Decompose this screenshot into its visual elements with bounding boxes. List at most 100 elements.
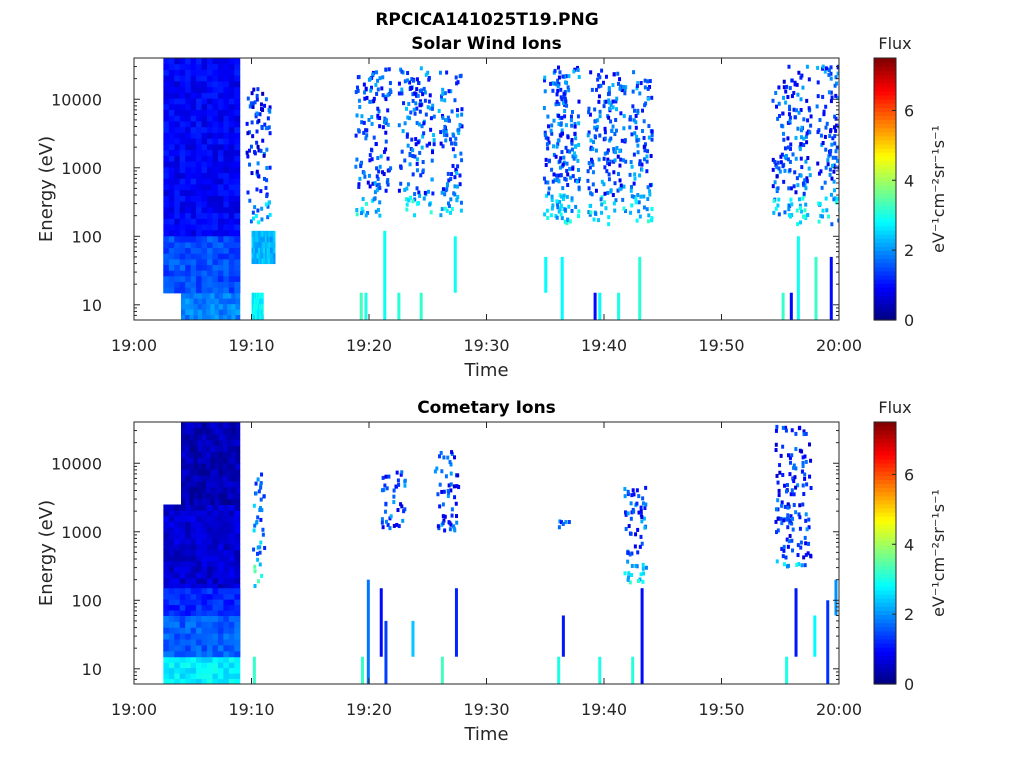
flux-cell — [196, 80, 203, 88]
flux-cell — [642, 119, 646, 124]
flux-cell — [643, 103, 647, 108]
flux-cell — [794, 135, 798, 140]
flux-cell — [223, 166, 230, 174]
flux-cell — [222, 314, 228, 320]
flux-streak — [366, 579, 370, 684]
flux-cell — [190, 58, 197, 65]
flux-cell — [181, 439, 186, 447]
flux-cell — [212, 615, 219, 622]
flux-cell — [168, 515, 175, 522]
flux-cell — [359, 164, 363, 169]
flux-cell — [261, 258, 264, 265]
flux-cell — [201, 132, 208, 139]
flux-cell — [616, 81, 620, 86]
flux-cell — [196, 662, 203, 669]
flux-cell — [807, 166, 811, 171]
flux-cell — [163, 229, 170, 236]
flux-cell — [163, 155, 170, 162]
flux-cell — [212, 599, 219, 606]
flux-cell — [207, 678, 213, 684]
flux-cell — [174, 604, 181, 611]
flux-cell — [273, 252, 276, 259]
flux-cell — [795, 108, 799, 113]
colorbar-label: eV⁻¹cm⁻²sr⁻¹s⁻¹ — [929, 489, 948, 617]
flux-cell — [207, 132, 213, 139]
flux-cell — [271, 252, 274, 259]
flux-cell — [546, 215, 550, 220]
flux-cell — [256, 477, 260, 482]
flux-cell — [254, 298, 257, 305]
flux-cell — [217, 673, 224, 680]
flux-cell — [163, 109, 170, 116]
flux-cell — [376, 78, 380, 83]
flux-cell — [235, 486, 241, 494]
flux-cell — [222, 422, 228, 429]
flux-cell — [189, 492, 195, 500]
flux-cell — [227, 292, 232, 299]
flux-cell — [377, 169, 381, 174]
flux-cell — [603, 136, 607, 141]
flux-cell — [630, 132, 634, 137]
flux-cell — [223, 115, 230, 122]
flux-cell — [836, 95, 839, 100]
flux-cell — [185, 275, 192, 282]
flux-cell — [443, 118, 447, 123]
flux-cell — [193, 469, 199, 476]
flux-cell — [826, 158, 830, 163]
flux-cell — [190, 103, 197, 111]
x-tick-label: 20:00 — [816, 700, 862, 719]
flux-cell — [210, 451, 216, 458]
flux-cell — [228, 667, 235, 674]
flux-cell — [231, 427, 237, 435]
flux-cell — [785, 489, 789, 494]
flux-cell — [778, 463, 782, 468]
flux-cell — [593, 211, 597, 216]
flux-cell — [190, 143, 197, 151]
flux-cell — [185, 599, 192, 606]
flux-cell — [408, 151, 412, 156]
flux-cell — [445, 133, 449, 138]
flux-cell — [168, 132, 175, 139]
flux-cell — [212, 650, 219, 658]
flux-cell — [234, 593, 241, 600]
flux-cell — [190, 92, 197, 99]
flux-cell — [201, 588, 208, 595]
flux-cell — [231, 445, 237, 452]
flux-cell — [234, 281, 241, 288]
flux-cell — [795, 176, 799, 181]
x-axis: 19:00 19:10 19:20 19:30 19:40 19:50 20:00 — [111, 422, 862, 719]
flux-cell — [193, 451, 199, 458]
flux-cell — [222, 439, 228, 447]
flux-cell — [253, 150, 257, 155]
flux-cell — [185, 69, 192, 76]
flux-cell — [201, 593, 208, 600]
flux-cell — [460, 124, 464, 129]
flux-cell — [381, 125, 385, 130]
flux-cell — [207, 504, 213, 511]
flux-cell — [406, 182, 410, 187]
flux-cell — [546, 136, 550, 141]
flux-cell — [212, 515, 219, 522]
flux-cell — [834, 116, 838, 121]
flux-cell — [212, 281, 219, 288]
flux-cell — [385, 486, 389, 491]
flux-cell — [214, 427, 220, 435]
flux-cell — [234, 510, 241, 517]
flux-cell — [550, 194, 554, 199]
flux-cell — [795, 208, 799, 213]
flux-cell — [256, 314, 258, 320]
flux-cell — [163, 212, 170, 219]
flux-cell — [422, 86, 426, 91]
flux-streak — [813, 615, 817, 657]
flux-cell — [805, 176, 809, 181]
flux-cell — [450, 206, 454, 211]
flux-cell — [227, 422, 232, 429]
flux-cell — [380, 488, 384, 493]
flux-cell — [179, 633, 186, 640]
flux-cell — [448, 137, 452, 142]
flux-cell — [258, 112, 262, 117]
flux-cell — [253, 564, 257, 569]
flux-cell — [212, 560, 219, 568]
flux-cell — [263, 247, 266, 254]
flux-cell — [548, 158, 552, 163]
